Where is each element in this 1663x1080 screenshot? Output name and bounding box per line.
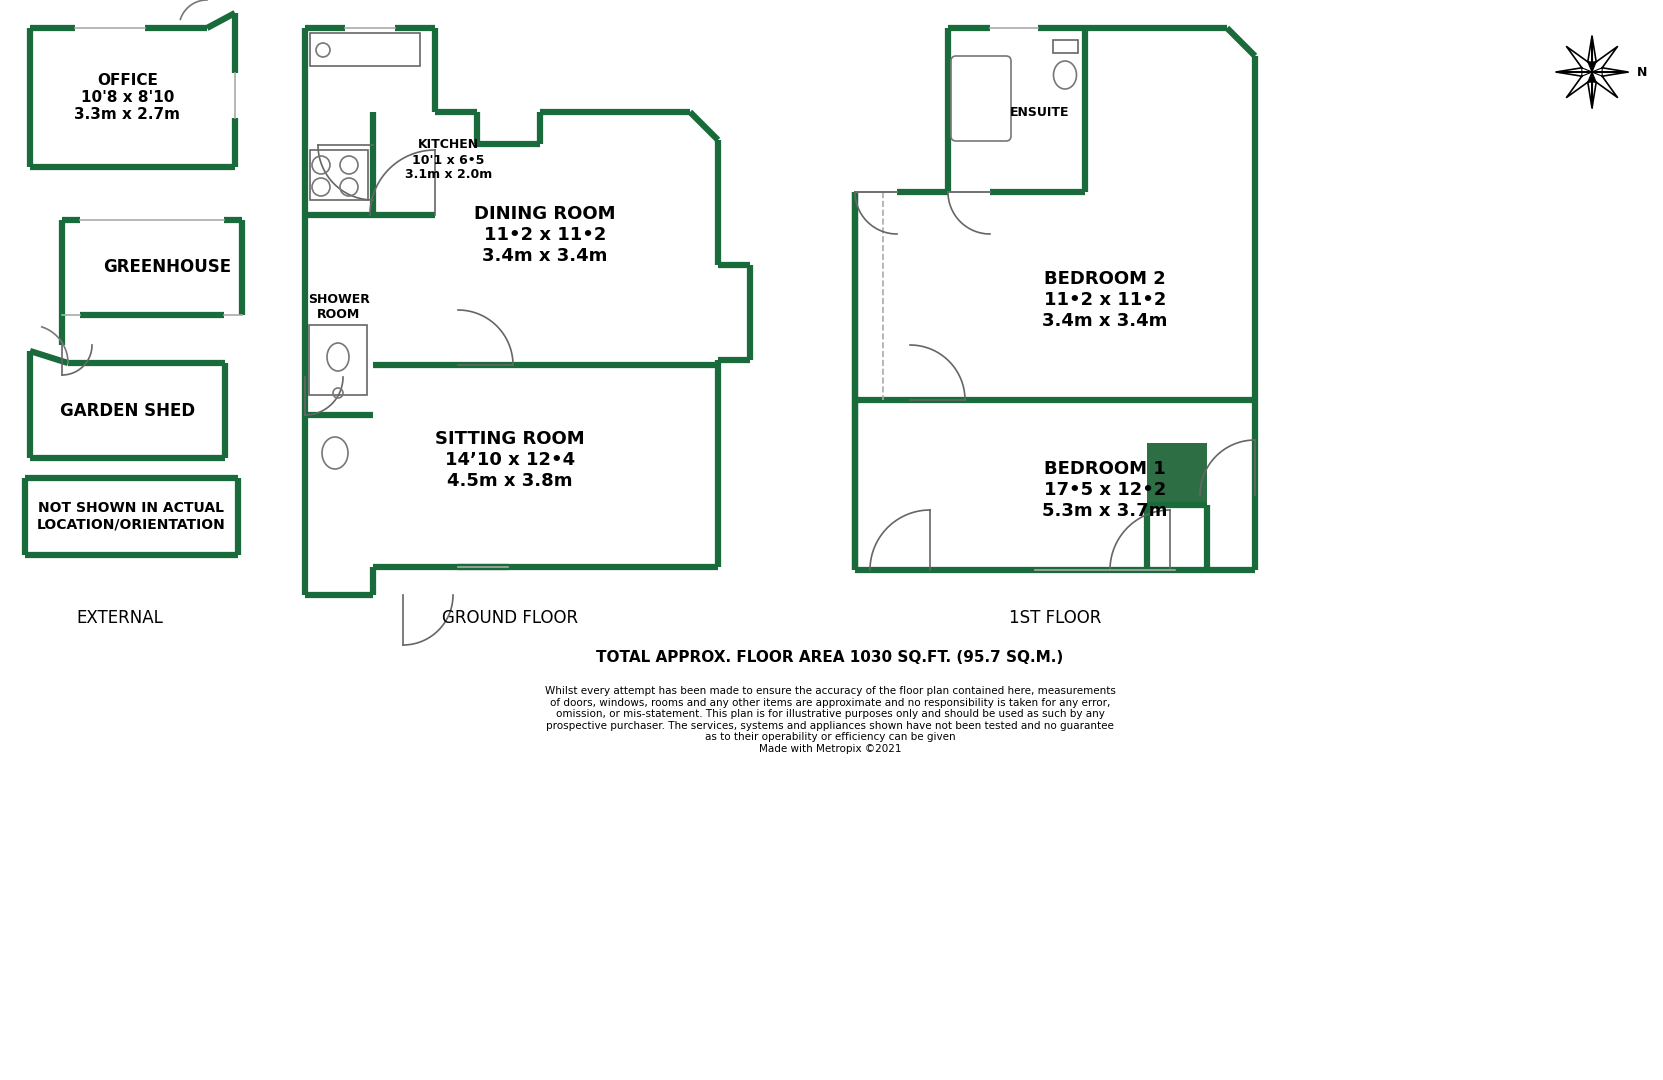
FancyBboxPatch shape bbox=[951, 56, 1011, 141]
Text: EXTERNAL: EXTERNAL bbox=[76, 609, 163, 627]
Text: GARDEN SHED: GARDEN SHED bbox=[60, 402, 195, 419]
Text: DINING ROOM
11•2 x 11•2
3.4m x 3.4m: DINING ROOM 11•2 x 11•2 3.4m x 3.4m bbox=[474, 205, 615, 265]
Text: SHOWER
ROOM: SHOWER ROOM bbox=[308, 293, 369, 321]
Bar bbox=[309, 150, 368, 200]
Text: NOT SHOWN IN ACTUAL
LOCATION/ORIENTATION: NOT SHOWN IN ACTUAL LOCATION/ORIENTATION bbox=[37, 501, 226, 531]
Text: GROUND FLOOR: GROUND FLOOR bbox=[442, 609, 579, 627]
Polygon shape bbox=[1588, 36, 1596, 72]
Bar bbox=[309, 325, 368, 395]
Text: TOTAL APPROX. FLOOR AREA 1030 SQ.FT. (95.7 SQ.M.): TOTAL APPROX. FLOOR AREA 1030 SQ.FT. (95… bbox=[597, 650, 1064, 665]
Polygon shape bbox=[1588, 72, 1596, 108]
Text: BEDROOM 2
11•2 x 11•2
3.4m x 3.4m: BEDROOM 2 11•2 x 11•2 3.4m x 3.4m bbox=[1043, 270, 1167, 329]
Text: OFFICE
10'8 x 8'10
3.3m x 2.7m: OFFICE 10'8 x 8'10 3.3m x 2.7m bbox=[75, 72, 181, 122]
Text: KITCHEN
10'1 x 6•5
3.1m x 2.0m: KITCHEN 10'1 x 6•5 3.1m x 2.0m bbox=[406, 138, 492, 181]
Bar bbox=[1147, 443, 1207, 505]
Text: BEDROOM 1
17•5 x 12•2
5.3m x 3.7m: BEDROOM 1 17•5 x 12•2 5.3m x 3.7m bbox=[1043, 460, 1167, 519]
Text: N: N bbox=[1636, 66, 1648, 79]
Text: 1ST FLOOR: 1ST FLOOR bbox=[1009, 609, 1101, 627]
Polygon shape bbox=[1557, 68, 1591, 77]
Text: ENSUITE: ENSUITE bbox=[1009, 106, 1069, 119]
Polygon shape bbox=[1591, 68, 1628, 77]
Bar bbox=[309, 33, 421, 66]
Text: GREENHOUSE: GREENHOUSE bbox=[103, 258, 231, 276]
Bar bbox=[1053, 40, 1078, 53]
Text: SITTING ROOM
14’10 x 12•4
4.5m x 3.8m: SITTING ROOM 14’10 x 12•4 4.5m x 3.8m bbox=[436, 430, 585, 490]
Text: Whilst every attempt has been made to ensure the accuracy of the floor plan cont: Whilst every attempt has been made to en… bbox=[544, 686, 1116, 754]
